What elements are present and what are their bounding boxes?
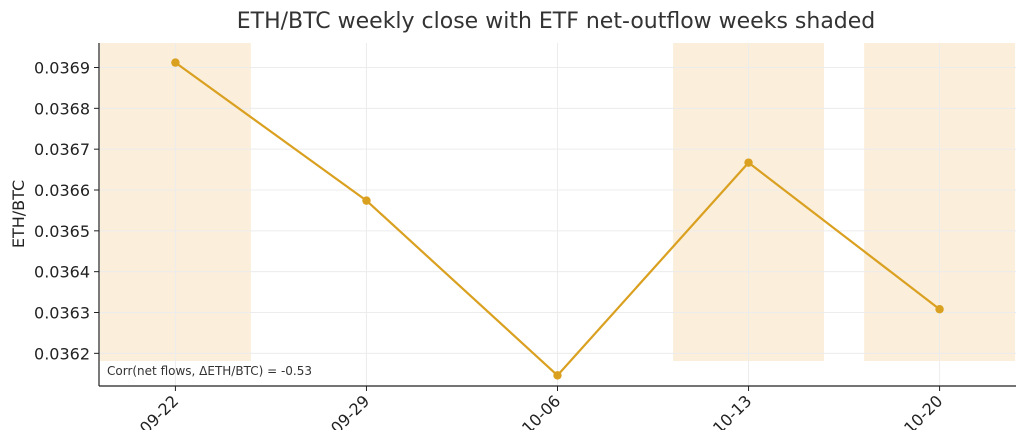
- correlation-annotation: Corr(net flows, ΔETH/BTC) = -0.53: [107, 364, 312, 378]
- data-point-10-20: [935, 305, 944, 314]
- y-tick-label: 0.0362: [34, 344, 90, 363]
- y-tick-label: 0.0369: [34, 59, 90, 78]
- y-tick-label: 0.0365: [34, 222, 90, 241]
- data-point-09-29: [362, 196, 371, 205]
- x-tick-label: 09-29: [327, 391, 373, 430]
- y-axis-label: ETH/BTC: [9, 180, 28, 248]
- x-tick-label: 09-22: [136, 391, 182, 430]
- y-tick-label: 0.0364: [34, 263, 90, 282]
- data-point-10-06: [553, 371, 562, 380]
- chart-title: ETH/BTC weekly close with ETF net-outflo…: [237, 9, 876, 34]
- y-tick-label: 0.0368: [34, 99, 90, 118]
- data-point-10-13: [744, 158, 753, 167]
- x-tick-label: 10-13: [709, 391, 755, 430]
- y-tick-label: 0.0363: [34, 304, 90, 323]
- series-layer: [171, 58, 944, 380]
- x-tick-label: 10-06: [518, 391, 564, 430]
- grid-layer: [99, 43, 1016, 386]
- data-point-09-22: [171, 58, 180, 67]
- x-tick-label: 10-20: [900, 391, 946, 430]
- y-tick-label: 0.0367: [34, 140, 90, 159]
- y-tick-label: 0.0366: [34, 181, 90, 200]
